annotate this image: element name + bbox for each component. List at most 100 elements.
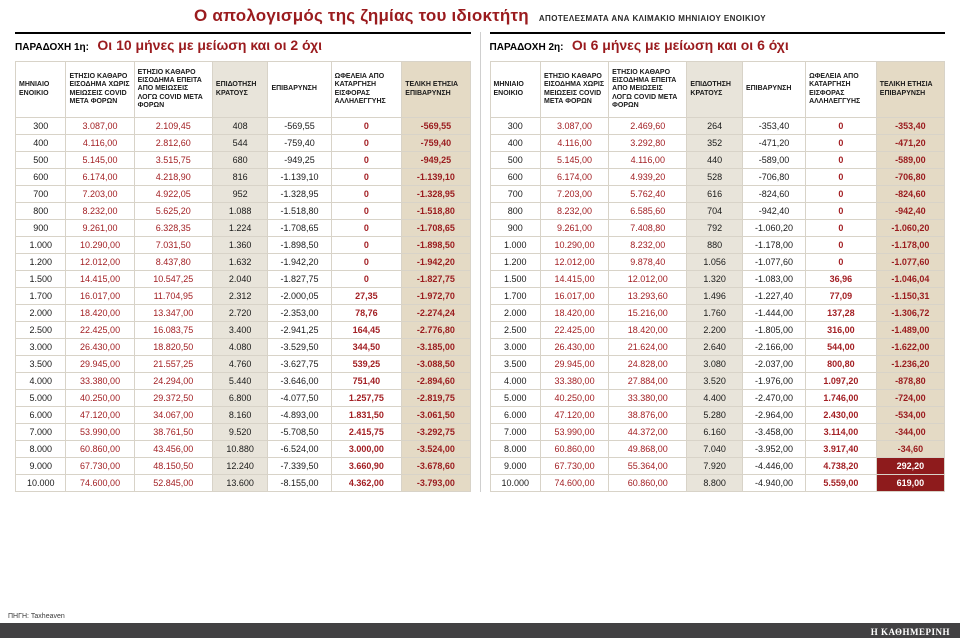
table-cell: 2.312 [211, 287, 269, 305]
table-cell: 0 [330, 168, 403, 186]
table-cell: -1.444,00 [741, 304, 807, 322]
table-cell: 3.500 [489, 355, 541, 373]
table-cell: -724,00 [875, 389, 946, 407]
header-row: ΜΗΝΙΑΙΟ ΕΝΟΙΚΙΟ ΕΤΗΣΙΟ ΚΑΘΑΡΟ ΕΙΣΟΔΗΜΑ ΧΩ… [489, 61, 946, 118]
table-cell: 0 [805, 202, 877, 220]
table-cell: 2.469,60 [608, 117, 688, 135]
table-cell: -353,40 [741, 117, 807, 135]
table-cell: 0 [805, 185, 877, 203]
table-cell: 500 [489, 151, 541, 169]
table-cell: 2.430,00 [805, 406, 877, 424]
table-row: 2.500 22.425,00 18.420,00 2.200 -1.805,00 316… [489, 321, 946, 339]
table-row: 900 9.261,00 7.408,80 792 -1.060,20 0 -1.060,2… [489, 219, 946, 237]
table-cell: 2.415,75 [330, 423, 403, 441]
table-cell: 10.290,00 [539, 236, 610, 254]
table-row: 700 7.203,00 4.922,05 952 -1.328,95 0 -1.328,9… [14, 185, 471, 203]
table-cell: -2.166,00 [741, 338, 807, 356]
table-cell: 55.364,00 [608, 457, 688, 475]
table-row: 600 6.174,00 4.218,90 816 -1.139,10 0 -1.139,1… [14, 168, 471, 186]
table-cell: 2.109,45 [133, 117, 213, 135]
table-cell: 13.293,60 [608, 287, 688, 305]
table-cell: 1.700 [14, 287, 67, 305]
table-cell: -8.155,00 [267, 474, 332, 492]
table-cell: 2.040 [211, 270, 269, 288]
table-cell: -2.470,00 [741, 389, 807, 407]
table-cell: -2.819,75 [401, 389, 471, 407]
table-cell: 8.232,00 [608, 236, 688, 254]
table-cell: 74.600,00 [65, 474, 135, 492]
table-cell: -3.524,00 [401, 440, 471, 458]
table-row: 1.500 14.415,00 10.547,25 2.040 -1.827,75 0 -1… [14, 270, 471, 288]
table-cell: 16.017,00 [539, 287, 610, 305]
table-cell: 44.372,00 [608, 423, 688, 441]
table-cell: 164,45 [330, 321, 403, 339]
table-cell: 8.000 [14, 440, 67, 458]
table-cell: 1.700 [489, 287, 541, 305]
table-cell: -1.827,75 [401, 270, 471, 288]
table-cell: 6.800 [211, 389, 269, 407]
column-header: ΕΤΗΣΙΟ ΚΑΘΑΡΟ ΕΙΣΟΔΗΜΑ ΧΩΡΙΣ ΜΕΙΩΣΕΙΣ CO… [539, 61, 610, 118]
table-cell: -569,55 [401, 117, 471, 135]
table-cell: 5.440 [211, 372, 269, 390]
table-cell: 400 [489, 134, 541, 152]
table-body: 300 3.087,00 2.469,60 264 -353,40 0 -353,40 400… [489, 117, 946, 492]
table-cell: 26.430,00 [65, 338, 135, 356]
table-row: 10.000 74.600,00 52.845,00 13.600 -8.155,00 4… [14, 474, 471, 492]
header-row: ΜΗΝΙΑΙΟ ΕΝΟΙΚΙΟ ΕΤΗΣΙΟ ΚΑΘΑΡΟ ΕΙΣΟΔΗΜΑ ΧΩ… [14, 61, 471, 118]
table-cell: -569,55 [267, 117, 332, 135]
panel-2-title: Οι 6 μήνες με μείωση και οι 6 όχι [571, 37, 789, 53]
table-cell: 4.218,90 [133, 168, 213, 186]
table-row: 400 4.116,00 3.292,80 352 -471,20 0 -471,20 [489, 134, 946, 152]
table-row: 6.000 47.120,00 38.876,00 5.280 -2.964,00 2.4… [489, 406, 946, 424]
table-cell: 3.000 [489, 338, 541, 356]
table-cell: 2.812,60 [133, 134, 213, 152]
table-cell: 800,80 [805, 355, 877, 373]
table-cell: 2.000 [14, 304, 67, 322]
table-cell: 4.738,20 [805, 457, 877, 475]
table-cell: -1.227,40 [741, 287, 807, 305]
table-cell: 5.145,00 [65, 151, 135, 169]
table-cell: 6.585,60 [608, 202, 688, 220]
table-cell: -1.708,65 [401, 219, 471, 237]
table-cell: -5.708,50 [267, 423, 332, 441]
table-cell: 24.294,00 [133, 372, 213, 390]
table-cell: 1.760 [686, 304, 743, 322]
table-cell: -706,80 [741, 168, 807, 186]
table-cell: -1.708,65 [267, 219, 332, 237]
table-cell: 1.320 [686, 270, 743, 288]
table-cell: -1.518,80 [267, 202, 332, 220]
page-subtitle: ΑΠΟΤΕΛΕΣΜΑΤΑ ΑΝΑ ΚΛΙΜΑΚΙΟ ΜΗΝΙΑΙΟΥ ΕΝΟΙΚ… [538, 14, 766, 23]
table-cell: 792 [686, 219, 743, 237]
table-cell: 33.380,00 [539, 372, 610, 390]
table-row: 400 4.116,00 2.812,60 544 -759,40 0 -759,40 [14, 134, 471, 152]
panel-assumption-1: ΠΑΡΑΔΟΧΗ 1η: Οι 10 μήνες με μείωση και ο… [6, 32, 481, 492]
table-cell: -3.952,00 [741, 440, 807, 458]
table-cell: 43.456,00 [133, 440, 213, 458]
table-cell: 0 [330, 117, 403, 135]
table-cell: 5.280 [686, 406, 743, 424]
table-cell: 900 [489, 219, 541, 237]
table-row: 8.000 60.860,00 43.456,00 10.880 -6.524,00 3.… [14, 440, 471, 458]
table-cell: 704 [686, 202, 743, 220]
table-cell: 0 [330, 151, 403, 169]
panel-1-title: Οι 10 μήνες με μείωση και οι 2 όχι [97, 37, 323, 53]
table-cell: -1.083,00 [741, 270, 807, 288]
table-cell: 4.939,20 [608, 168, 688, 186]
table-cell: -344,00 [875, 423, 946, 441]
table-cell: 12.240 [211, 457, 269, 475]
table-cell: 10.000 [14, 474, 67, 492]
column-header: ΤΕΛΙΚΗ ΕΤΗΣΙΑ ΕΠΙΒΑΡΥΝΣΗ [401, 61, 471, 118]
table-cell: -1.518,80 [401, 202, 471, 220]
table-cell: 3.114,00 [805, 423, 877, 441]
table-cell: -949,25 [401, 151, 471, 169]
table-cell: 15.216,00 [608, 304, 688, 322]
table-cell: -34,60 [875, 440, 946, 458]
table-cell: 8.232,00 [65, 202, 135, 220]
table-cell: 5.559,00 [805, 474, 877, 492]
table-row: 1.000 10.290,00 8.232,00 880 -1.178,00 0 -1.17… [489, 236, 946, 254]
table-cell: 0 [330, 202, 403, 220]
table-cell: 22.425,00 [65, 321, 135, 339]
table-cell: -2.353,00 [267, 304, 332, 322]
table-head: ΜΗΝΙΑΙΟ ΕΝΟΙΚΙΟ ΕΤΗΣΙΟ ΚΑΘΑΡΟ ΕΙΣΟΔΗΜΑ ΧΩ… [489, 61, 946, 118]
table-cell: 1.097,20 [805, 372, 877, 390]
